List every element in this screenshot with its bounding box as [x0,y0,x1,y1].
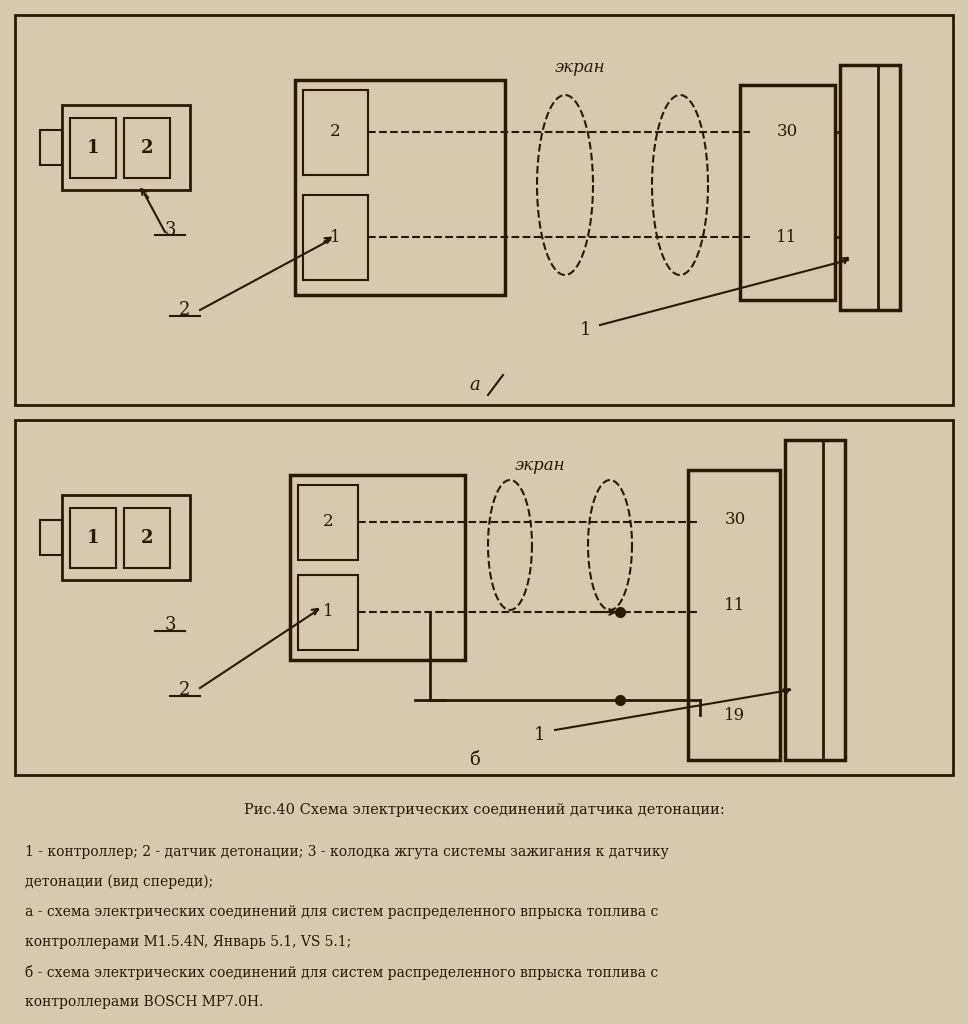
Bar [15,15,953,406]
Text: 2: 2 [179,681,191,699]
Text: 1: 1 [534,726,546,744]
Text: экран: экран [555,59,605,77]
Text: 30: 30 [776,124,798,140]
Bar [840,65,900,310]
Text: детонации (вид спереди);: детонации (вид спереди); [25,874,213,890]
Text: экран: экран [515,457,565,473]
Bar [750,205,825,270]
Text: б - схема электрических соединений для систем распределенного впрыска топлива с: б - схема электрических соединений для с… [25,965,658,980]
Bar [298,485,358,560]
Text: 2: 2 [140,529,153,547]
Bar [298,575,358,650]
Text: а: а [469,376,480,394]
Bar [700,490,770,550]
Text: 1: 1 [87,139,100,157]
Bar [785,440,845,760]
Bar [62,495,190,580]
Text: 19: 19 [724,707,745,724]
Text: 1: 1 [87,529,100,547]
Bar [70,508,116,568]
Text: 2: 2 [140,139,153,157]
Text: 11: 11 [776,228,798,246]
Text: 1 - контроллер; 2 - датчик детонации; 3 - колодка жгута системы зажигания к датч: 1 - контроллер; 2 - датчик детонации; 3 … [25,845,669,859]
Bar [40,130,62,165]
Text: контроллерами BOSCH MP7.0Н.: контроллерами BOSCH MP7.0Н. [25,995,263,1009]
Text: 1: 1 [579,321,590,339]
Text: 30: 30 [724,512,745,528]
Bar [303,195,368,280]
Bar [124,508,170,568]
Bar [740,85,835,300]
Bar [750,100,825,165]
Text: а - схема электрических соединений для систем распределенного впрыска топлива с: а - схема электрических соединений для с… [25,905,658,919]
Text: 3: 3 [165,616,176,634]
Text: 2: 2 [330,124,341,140]
Text: 3: 3 [165,221,176,239]
Text: Рис.40 Схема электрических соединений датчика детонации:: Рис.40 Схема электрических соединений да… [244,803,724,817]
Bar [700,575,770,635]
Text: 2: 2 [322,513,333,530]
Bar [70,118,116,178]
Text: 2: 2 [179,301,191,319]
Bar [40,520,62,555]
Bar [688,470,780,760]
Bar [700,685,770,745]
Text: 1: 1 [322,603,333,621]
Text: 1: 1 [330,228,341,246]
Bar [15,420,953,775]
Bar [303,90,368,175]
Bar [295,80,505,295]
Bar [124,118,170,178]
Text: б: б [469,751,480,769]
Bar [62,105,190,190]
Bar [290,475,465,660]
Text: 11: 11 [724,597,745,613]
Text: контроллерами M1.5.4N, Январь 5.1, VS 5.1;: контроллерами M1.5.4N, Январь 5.1, VS 5.… [25,935,351,949]
